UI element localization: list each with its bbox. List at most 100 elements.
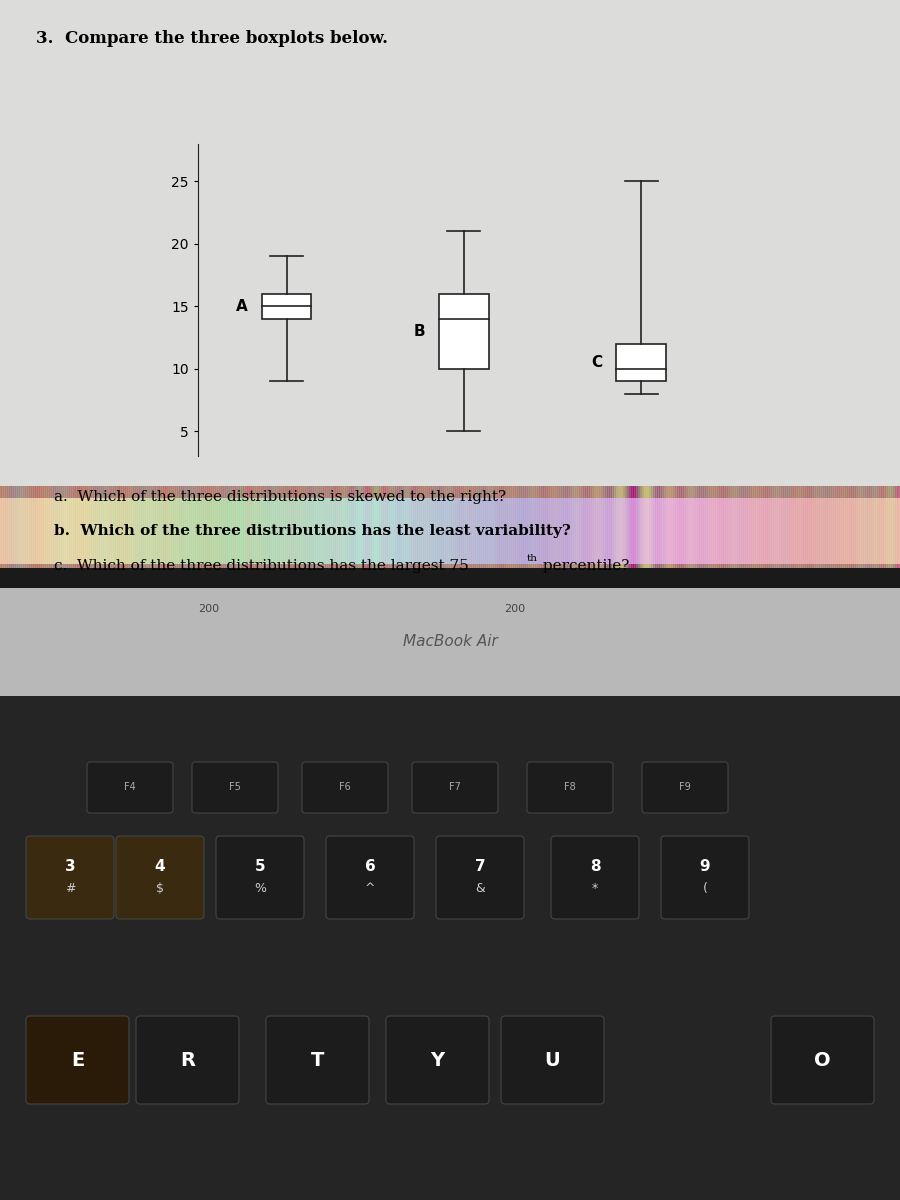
Bar [99,498,108,564]
Bar [765,498,774,564]
Bar [801,498,810,564]
Text: b.  Which of the three distributions has the least variability?: b. Which of the three distributions has … [54,524,571,539]
Bar [324,498,333,564]
Text: 200: 200 [198,605,219,614]
Bar [423,498,432,564]
FancyBboxPatch shape [642,762,728,814]
Bar [108,498,117,564]
Bar [792,498,801,564]
Text: percentile?: percentile? [538,559,630,574]
FancyBboxPatch shape [527,762,613,814]
Bar [252,498,261,564]
Bar [675,498,684,564]
Bar [504,498,513,564]
FancyBboxPatch shape [326,836,414,919]
Bar [612,498,621,564]
Text: R: R [180,1050,195,1069]
Bar [585,498,594,564]
Bar [639,498,648,564]
Text: &: & [475,882,485,895]
Bar [207,498,216,564]
Bar [279,498,288,564]
Text: C: C [591,355,602,370]
Bar [216,498,225,564]
Bar [891,498,900,564]
Bar [306,498,315,564]
Bar [333,498,342,564]
Bar [729,498,738,564]
Bar [243,498,252,564]
Bar [558,498,567,564]
FancyBboxPatch shape [116,836,204,919]
Bar [531,498,540,564]
Bar [396,498,405,564]
Bar [36,498,45,564]
Bar [262,294,311,319]
Bar [477,498,486,564]
Bar [540,498,549,564]
Bar [117,498,126,564]
Bar [171,498,180,564]
Bar [0,498,9,564]
FancyBboxPatch shape [771,1016,874,1104]
Bar [81,498,90,564]
Bar [711,498,720,564]
Bar [522,498,531,564]
Bar [855,498,864,564]
Bar [441,498,450,564]
FancyBboxPatch shape [661,836,749,919]
Bar [810,498,819,564]
FancyBboxPatch shape [386,1016,489,1104]
Bar [882,498,891,564]
Text: a.  Which of the three distributions is skewed to the right?: a. Which of the three distributions is s… [54,490,506,504]
Bar [657,498,666,564]
Bar [144,498,153,564]
Text: #: # [65,882,76,895]
Text: th: th [526,554,537,563]
Text: 9: 9 [699,859,710,874]
Bar [439,294,489,368]
Bar [873,498,882,564]
Text: MacBook Air: MacBook Air [402,635,498,649]
Text: O: O [814,1050,831,1069]
Bar [621,498,630,564]
Bar [63,498,72,564]
Bar [288,498,297,564]
Text: F7: F7 [449,782,461,792]
Bar [162,498,171,564]
Bar [378,498,387,564]
Bar [18,498,27,564]
Bar [603,498,612,564]
Text: B: B [413,324,425,338]
FancyBboxPatch shape [26,1016,129,1104]
Bar [864,498,873,564]
Text: 8: 8 [590,859,600,874]
Bar [72,498,81,564]
Bar [684,498,693,564]
FancyBboxPatch shape [501,1016,604,1104]
Text: E: E [71,1050,84,1069]
Bar [135,498,144,564]
Text: 5: 5 [255,859,266,874]
Text: %: % [254,882,266,895]
FancyBboxPatch shape [266,1016,369,1104]
FancyBboxPatch shape [192,762,278,814]
Text: ^: ^ [364,882,375,895]
Bar [27,498,36,564]
FancyBboxPatch shape [216,836,304,919]
Bar [756,498,765,564]
Bar [45,498,54,564]
Bar [783,498,792,564]
Bar [54,498,63,564]
Bar [261,498,270,564]
Bar [549,498,558,564]
Text: F5: F5 [230,782,241,792]
Bar [360,498,369,564]
Bar [9,498,18,564]
Bar [450,498,459,564]
Bar [468,498,477,564]
Bar [90,498,99,564]
Bar [198,498,207,564]
Bar [720,498,729,564]
FancyBboxPatch shape [26,836,114,919]
